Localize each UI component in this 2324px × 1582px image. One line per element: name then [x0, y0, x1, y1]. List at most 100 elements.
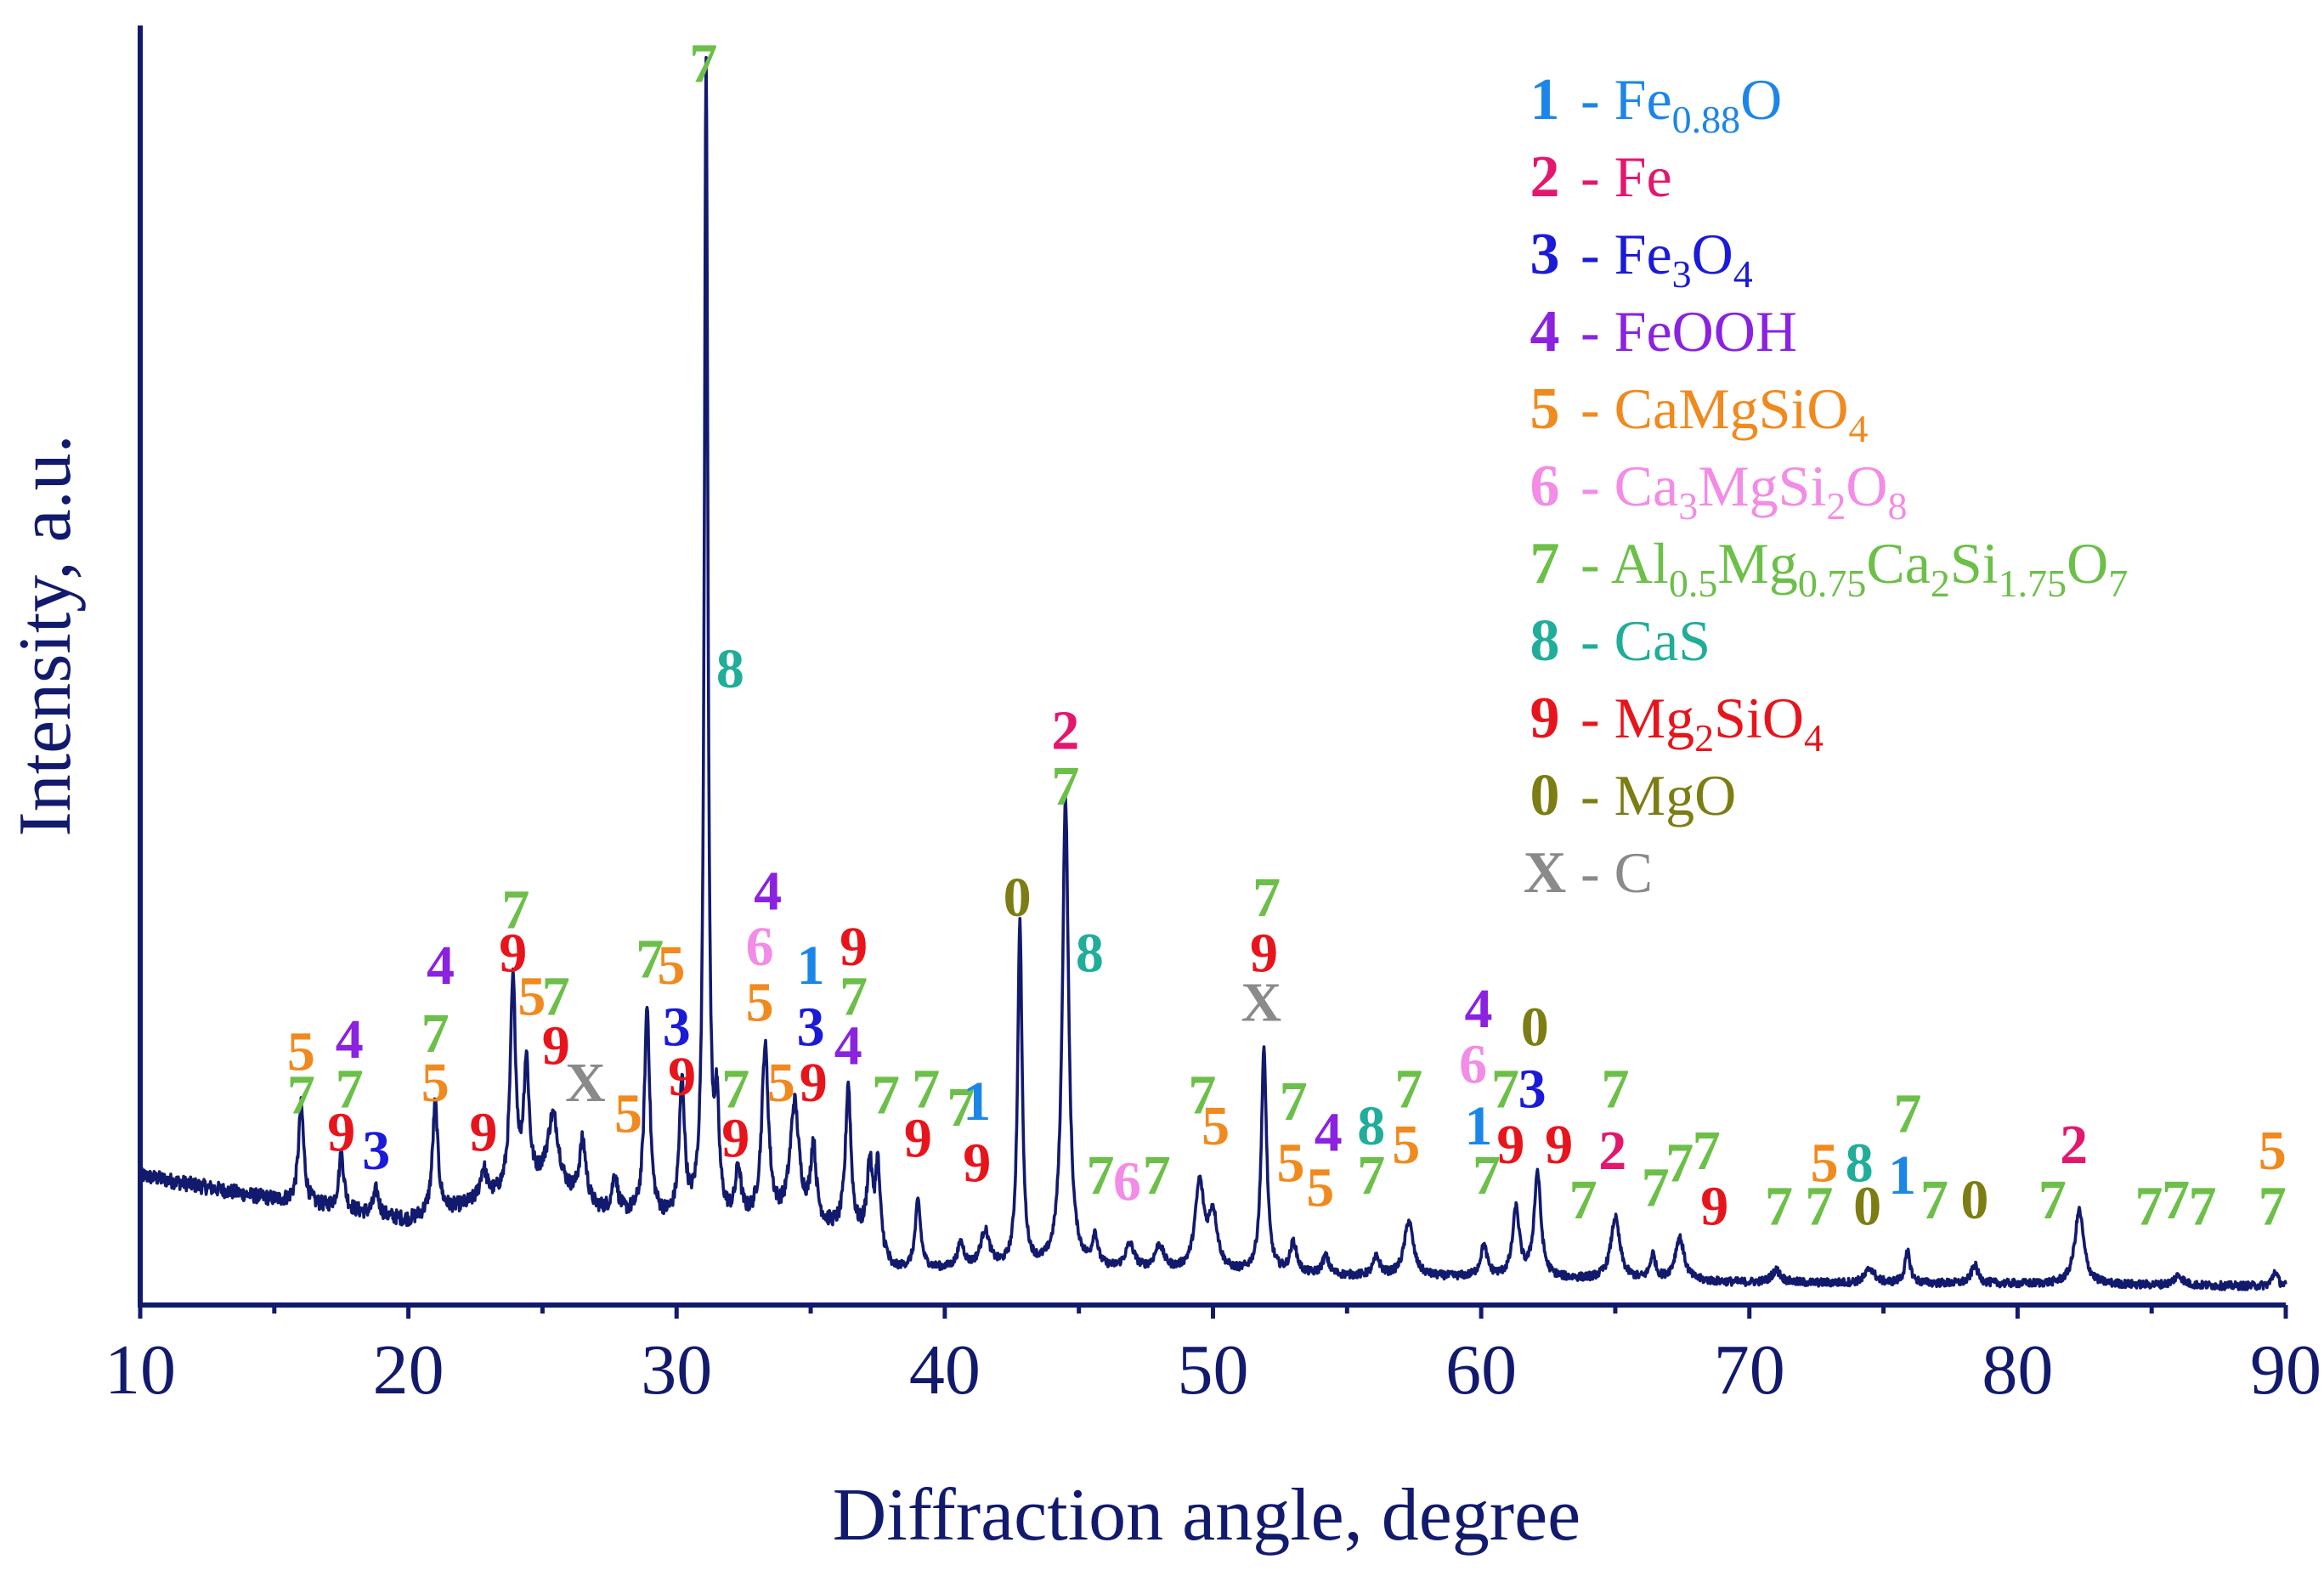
peak-label: 2 — [1051, 700, 1079, 762]
peak-label: 9 — [542, 1014, 570, 1076]
peak-label: 5 — [517, 965, 546, 1027]
peak-label: 7 — [636, 929, 664, 991]
legend-key: 7 — [1530, 531, 1560, 596]
peak-label: 9 — [800, 1052, 828, 1114]
peak-label: 1 — [1464, 1095, 1492, 1157]
peak-label: 6 — [1113, 1150, 1141, 1212]
legend-entry: 3 - Fe3O4 — [1530, 222, 1753, 296]
legend-label: - Fe — [1580, 144, 1672, 209]
peak-label: 7 — [1394, 1058, 1422, 1120]
legend-key: X — [1524, 840, 1567, 906]
legend-key: 8 — [1530, 608, 1560, 674]
peak-label: 7 — [1143, 1144, 1171, 1206]
peak-label: 8 — [1076, 922, 1104, 984]
peak-label: 7 — [1473, 1144, 1501, 1206]
legend-entry: 4 - FeOOH — [1530, 299, 1797, 364]
x-tick-label: 80 — [1982, 1331, 2053, 1410]
peak-label: 9 — [327, 1101, 355, 1163]
x-tick-label: 90 — [2250, 1331, 2321, 1410]
peak-label: 7 — [1357, 1144, 1385, 1206]
x-tick-label: 30 — [641, 1331, 712, 1410]
peak-label: 7 — [501, 879, 529, 941]
peak-label: 7 — [912, 1058, 940, 1120]
peak-label: 5 — [1277, 1133, 1305, 1195]
peak-label: 1 — [963, 1071, 991, 1133]
peak-label: 7 — [2038, 1169, 2067, 1231]
peak-label: 7 — [2162, 1169, 2190, 1231]
peak-label: 7 — [542, 965, 570, 1027]
peak-label: 3 — [1518, 1058, 1547, 1120]
peak-label: 9 — [1496, 1114, 1524, 1176]
peak-label: 5 — [657, 935, 685, 997]
peak-label: 8 — [716, 638, 744, 700]
legend-entry: 9 - Mg2SiO4 — [1530, 686, 1824, 760]
peak-label: 3 — [663, 997, 691, 1059]
x-ticks: 10 20 30 40 50 60 70 80 90 — [105, 1305, 2321, 1410]
peak-label: 7 — [1920, 1169, 1948, 1231]
peak-label: 7 — [1188, 1065, 1216, 1127]
peak-label: 7 — [2189, 1175, 2217, 1237]
x-tick-label: 40 — [909, 1331, 981, 1410]
peak-label: 3 — [797, 997, 825, 1059]
peak-label: 4 — [1464, 978, 1492, 1040]
peak-label: 7 — [1569, 1169, 1597, 1231]
legend-label: - Fe3O4 — [1580, 222, 1753, 296]
peak-label: 9 — [1545, 1114, 1573, 1176]
x-tick-label: 10 — [105, 1331, 176, 1410]
peak-label: 7 — [1693, 1120, 1721, 1182]
peak-label: 0 — [1521, 997, 1549, 1059]
peak-label: 7 — [872, 1065, 900, 1127]
peak-label: 6 — [746, 916, 774, 978]
peak-label: 5 — [1306, 1157, 1334, 1219]
peak-label: 7 — [2259, 1175, 2287, 1237]
legend-entry: 6 - Ca3MgSi2O8 — [1530, 454, 1908, 528]
legend-key: 2 — [1530, 144, 1560, 210]
peak-label: 8 — [1846, 1133, 1874, 1195]
legend-entry: 7 - Al0.5Mg0.75Ca2Si1.75O7 — [1530, 531, 2129, 605]
xrd-pattern-line — [139, 55, 2287, 1291]
legend-label: - Al0.5Mg0.75Ca2Si1.75O7 — [1580, 531, 2128, 605]
legend: 1 - Fe0.88O 2 - Fe 3 - Fe3O4 4 - FeOOH 5 - CaMgSi… — [1524, 67, 2129, 906]
peak-label: 7 — [1665, 1133, 1694, 1195]
legend-label: - Mg2SiO4 — [1580, 686, 1824, 760]
peak-label: 9 — [668, 1046, 696, 1108]
peak-label: 5 — [746, 972, 774, 1034]
legend-key: 6 — [1530, 454, 1560, 519]
peak-label: 8 — [1357, 1095, 1385, 1157]
peak-label: 9 — [1700, 1175, 1728, 1237]
legend-label: - CaMgSiO4 — [1580, 376, 1868, 450]
peak-label: 0 — [1960, 1169, 1988, 1231]
peak-label: 5 — [614, 1082, 642, 1144]
legend-key: 5 — [1530, 376, 1560, 442]
peak-label: 5 — [1202, 1095, 1230, 1157]
peak-label: X — [1241, 972, 1281, 1034]
plot-area — [139, 55, 2287, 1291]
peak-label: 9 — [904, 1108, 932, 1170]
legend-entry: 2 - Fe — [1530, 144, 1672, 210]
legend-key: 9 — [1530, 686, 1560, 751]
peak-label: X — [565, 1052, 606, 1114]
peak-label: 4 — [754, 861, 782, 923]
legend-label: - MgO — [1580, 763, 1736, 828]
peak-label: 0 — [1853, 1175, 1881, 1237]
legend-entry: 0 - MgO — [1530, 763, 1737, 828]
peak-label: 6 — [1459, 1033, 1487, 1095]
x-tick-label: 70 — [1714, 1331, 1785, 1410]
peak-label: 7 — [1491, 1058, 1519, 1120]
peak-label: 9 — [963, 1133, 991, 1195]
peak-label: 7 — [1601, 1058, 1629, 1120]
peak-label: 9 — [721, 1108, 749, 1170]
peak-label: 7 — [1252, 867, 1281, 929]
legend-entry: 1 - Fe0.88O — [1530, 67, 1783, 141]
peak-label: 7 — [1642, 1157, 1670, 1219]
x-tick-label: 20 — [373, 1331, 444, 1410]
legend-key: 3 — [1530, 222, 1560, 287]
legend-label: - CaS — [1580, 608, 1710, 673]
legend-entry: 8 - CaS — [1530, 608, 1711, 674]
legend-label: - C — [1580, 840, 1653, 905]
peak-label: 7 — [840, 965, 868, 1027]
peak-label: 5 — [2259, 1120, 2287, 1182]
peak-label: 9 — [840, 916, 868, 978]
peak-label: 4 — [834, 1014, 862, 1076]
